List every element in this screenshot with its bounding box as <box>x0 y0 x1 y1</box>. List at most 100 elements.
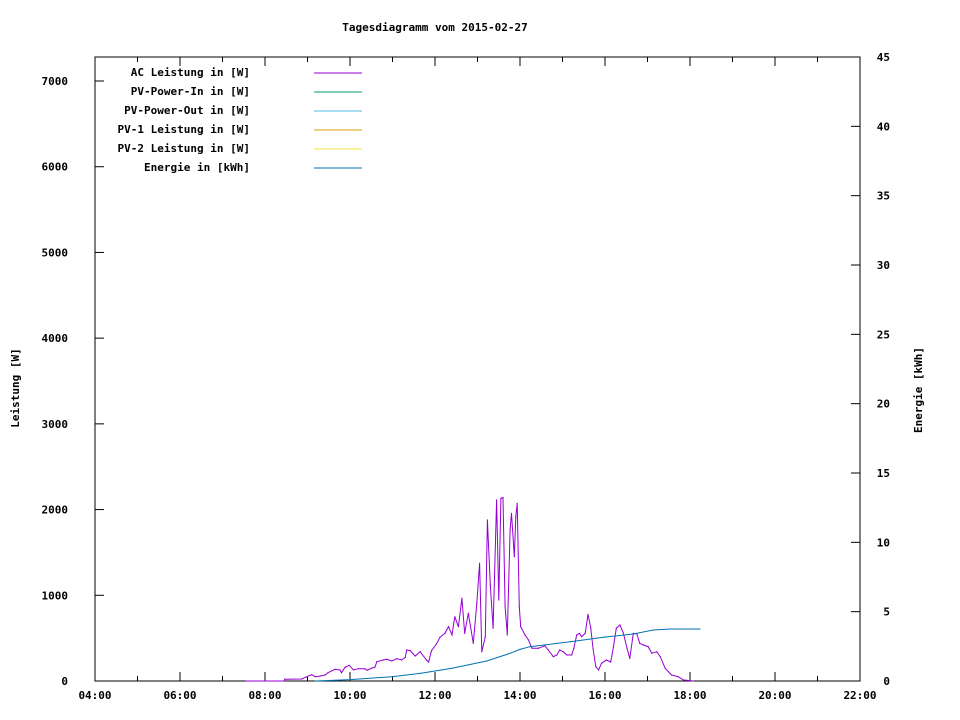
data-point <box>348 664 350 666</box>
data-point <box>349 679 351 681</box>
data-point <box>581 636 583 638</box>
data-point <box>404 656 406 658</box>
data-point <box>454 616 456 618</box>
data-point <box>419 672 421 674</box>
data-point <box>444 632 446 634</box>
data-point <box>245 680 247 682</box>
data-point <box>500 497 502 499</box>
x-tick-label: 06:00 <box>163 689 196 702</box>
series-line-1 <box>315 628 700 682</box>
data-point <box>301 678 303 680</box>
data-point <box>566 654 568 656</box>
data-point <box>652 629 654 631</box>
y2-axis-label: Energie [kWh] <box>912 347 925 433</box>
y2-tick-label: 35 <box>877 190 890 203</box>
data-point <box>396 658 398 660</box>
data-point <box>344 666 346 668</box>
y-tick-label: 7000 <box>42 75 69 88</box>
data-point <box>496 499 498 501</box>
x-tick-label: 22:00 <box>843 689 876 702</box>
data-point <box>578 632 581 634</box>
data-point <box>647 646 649 648</box>
y2-tick-label: 45 <box>877 51 890 64</box>
data-point <box>428 661 430 663</box>
data-point <box>610 661 612 663</box>
x-tick-label: 16:00 <box>588 689 621 702</box>
data-point <box>489 584 491 586</box>
data-point <box>552 656 554 658</box>
data-point <box>664 667 666 669</box>
data-point <box>334 668 336 670</box>
data-point <box>699 628 701 630</box>
data-point <box>515 516 517 518</box>
data-point <box>642 644 644 646</box>
y-tick-label: 6000 <box>42 161 69 174</box>
data-point <box>386 658 388 660</box>
data-point <box>409 650 411 652</box>
data-point <box>537 647 540 649</box>
data-point <box>659 656 661 658</box>
data-point <box>401 659 403 661</box>
data-point <box>376 661 378 663</box>
data-point <box>311 674 313 676</box>
data-point <box>391 660 393 662</box>
y-axis-label: Leistung [W] <box>9 348 22 427</box>
data-point <box>476 602 478 604</box>
data-point <box>447 626 450 628</box>
data-point <box>516 502 518 504</box>
data-point <box>531 647 533 649</box>
data-point <box>656 651 658 653</box>
data-point <box>324 674 326 676</box>
data-point <box>284 678 286 680</box>
data-point <box>391 676 393 678</box>
data-point <box>524 634 526 636</box>
data-point <box>374 666 376 668</box>
data-point <box>486 519 489 521</box>
data-point <box>479 562 481 564</box>
y2-tick-label: 15 <box>877 467 890 480</box>
legend-label: PV-Power-Out in [W] <box>124 104 250 117</box>
data-point <box>451 667 453 669</box>
x-tick-label: 12:00 <box>418 689 451 702</box>
data-point <box>677 676 679 678</box>
data-point <box>357 668 360 670</box>
y2-tick-label: 20 <box>877 398 890 411</box>
data-point <box>576 634 578 636</box>
x-tick-label: 18:00 <box>673 689 706 702</box>
data-point <box>692 680 695 682</box>
y2-tick-label: 0 <box>883 675 890 688</box>
data-point <box>651 652 653 654</box>
data-point <box>492 627 494 629</box>
y-tick-label: 3000 <box>42 418 69 431</box>
data-point <box>419 651 421 653</box>
data-point <box>472 642 474 644</box>
data-point <box>683 679 685 681</box>
data-point <box>510 512 513 514</box>
data-point <box>615 627 617 629</box>
data-point <box>340 672 343 674</box>
x-tick-label: 08:00 <box>248 689 281 702</box>
data-point <box>314 680 316 682</box>
data-point <box>602 636 605 638</box>
data-point <box>435 643 438 645</box>
data-point <box>498 599 500 601</box>
y-tick-label: 2000 <box>42 504 69 517</box>
data-point <box>639 642 641 644</box>
data-point <box>319 675 321 677</box>
data-point <box>451 634 453 636</box>
y-tick-label: 5000 <box>42 246 69 259</box>
data-point <box>626 647 628 649</box>
data-point <box>669 628 671 630</box>
data-point <box>556 654 558 656</box>
data-point <box>562 651 564 653</box>
data-point <box>457 626 459 628</box>
legend-label: AC Leistung in [W] <box>131 66 250 79</box>
data-point <box>600 662 603 664</box>
data-point <box>573 647 575 649</box>
data-point <box>509 652 511 654</box>
legend-label: PV-Power-In in [W] <box>131 85 250 98</box>
data-point <box>587 613 589 615</box>
data-point <box>371 667 373 669</box>
data-point <box>527 639 530 641</box>
